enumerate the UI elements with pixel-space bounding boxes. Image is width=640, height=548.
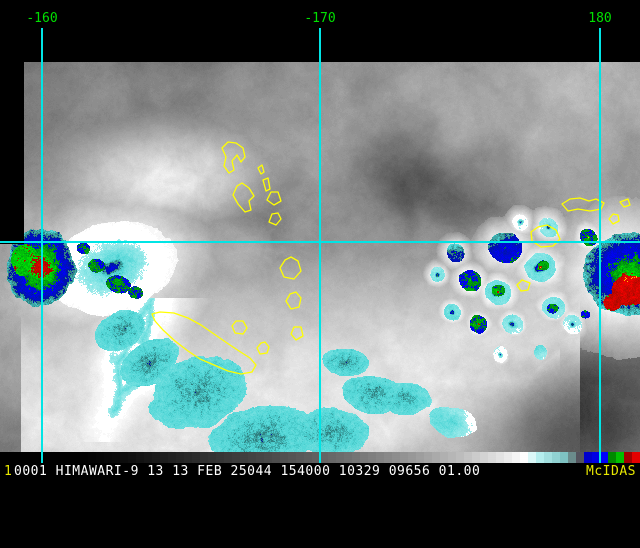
longitude-label: 180 (588, 11, 612, 26)
longitude-tick-icon (319, 28, 321, 62)
mcidas-image-window: -160 -170 180 (0, 0, 640, 480)
colorbar-tick-icon (41, 452, 43, 463)
latitude-gridline (0, 241, 640, 243)
colorbar-tick-icon (319, 452, 321, 463)
longitude-label: -160 (26, 11, 58, 26)
longitude-gridline (41, 62, 43, 452)
colorbar-tick-icon (599, 452, 601, 463)
mcidas-brand-label: McIDAS (586, 464, 636, 479)
longitude-gridline (599, 62, 601, 452)
longitude-label-strip: -160 -170 180 (0, 0, 640, 62)
status-text: 0001 HIMAWARI-9 13 13 FEB 25044 154000 1… (14, 464, 481, 479)
longitude-label: -170 (304, 11, 336, 26)
frame-sequence-number: 1 (4, 464, 13, 479)
satellite-image-viewport[interactable] (0, 62, 640, 452)
colorbar-strip[interactable] (0, 452, 640, 463)
longitude-tick-icon (41, 28, 43, 62)
longitude-gridline (319, 62, 321, 452)
longitude-tick-icon (599, 28, 601, 62)
status-bar: 1 0001 HIMAWARI-9 13 13 FEB 25044 154000… (0, 463, 640, 480)
